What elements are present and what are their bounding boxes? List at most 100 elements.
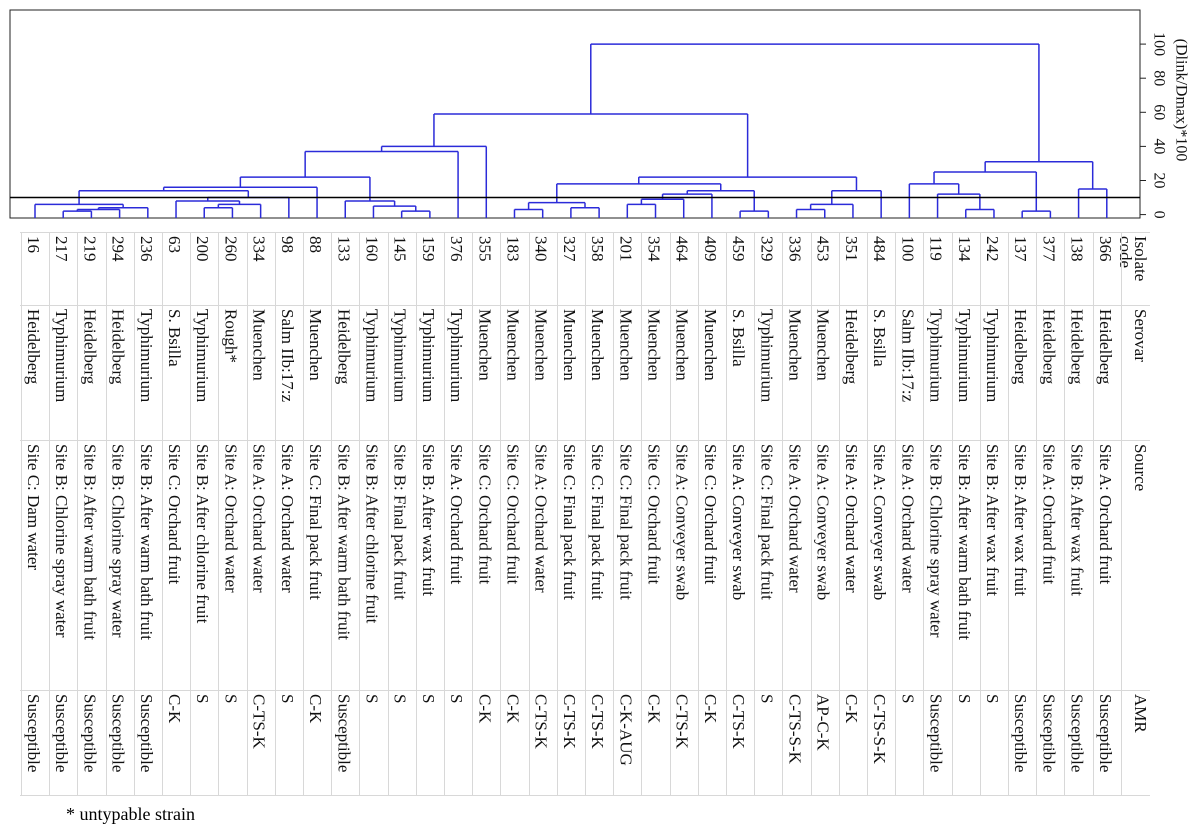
row-border xyxy=(20,795,1150,796)
table-cell: C-TS-S-K xyxy=(870,694,890,764)
y-tick-label: 100 xyxy=(1150,32,1167,56)
table-cell: Site C: Final pack fruit xyxy=(757,444,777,600)
table-cell: Typhimurium xyxy=(418,309,438,403)
table-cell: 100 xyxy=(898,236,918,262)
table-cell: Muenchen xyxy=(503,309,523,381)
table-cell: Heidelberg xyxy=(1011,309,1031,385)
header-cell: AMR xyxy=(1131,694,1150,733)
table-cell: 217 xyxy=(52,236,72,262)
column-border xyxy=(246,232,248,795)
table-cell: Site C: Dam water xyxy=(24,444,43,571)
table-cell: Site A: Orchard water xyxy=(221,444,241,593)
table-cell: S. Bsilla xyxy=(165,309,185,367)
y-axis-label: (Dlink/Dmax)*100 xyxy=(1172,39,1189,162)
table-cell: Muenchen xyxy=(644,309,664,381)
y-tick-label: 80 xyxy=(1150,70,1167,86)
footnote: * untypable strain xyxy=(66,804,195,824)
table-cell: C-K xyxy=(841,694,861,724)
table-cell: Susceptible xyxy=(136,694,156,773)
table-cell: Susceptible xyxy=(24,694,43,773)
table-cell: C-K xyxy=(306,694,326,724)
table-cell: C-TS-K xyxy=(531,694,551,749)
y-tick-label: 0 xyxy=(1150,211,1167,219)
table-cell: 201 xyxy=(616,236,636,262)
table-cell: S xyxy=(418,694,438,704)
table-cell: C-TS-K xyxy=(249,694,269,749)
column-border xyxy=(697,232,699,795)
table-cell: S xyxy=(447,694,467,704)
column-border xyxy=(585,232,586,795)
table-cell: Heidelberg xyxy=(80,309,100,385)
column-border xyxy=(20,232,22,795)
table-cell: C-K xyxy=(165,694,185,724)
table-cell: Site A: Orchard water xyxy=(785,444,805,593)
table-cell: Susceptible xyxy=(1067,694,1087,773)
table-cell: Site B: Final pack fruit xyxy=(390,444,410,600)
column-border xyxy=(1120,232,1122,795)
table-cell: 160 xyxy=(362,236,382,262)
column-border xyxy=(613,232,615,795)
table-cell: Typhimurium xyxy=(362,309,382,403)
table-cell: 464 xyxy=(672,236,692,262)
table-cell: 336 xyxy=(785,236,805,262)
column-border xyxy=(77,232,79,795)
y-tick-label: 40 xyxy=(1150,138,1167,154)
table-cell: 138 xyxy=(1067,236,1087,262)
table-cell: 484 xyxy=(870,236,890,262)
table-cell: C-TS-S-K xyxy=(785,694,805,764)
table-cell: Site B: After warm bath fruit xyxy=(136,444,156,640)
column-border xyxy=(1008,232,1010,795)
table-cell: Heidelberg xyxy=(1095,309,1115,385)
table-cell: 159 xyxy=(418,236,438,262)
table-cell: Heidelberg xyxy=(1039,309,1059,385)
table-cell: S xyxy=(277,694,297,704)
table-cell: Muenchen xyxy=(588,309,608,381)
column-border xyxy=(1064,232,1066,795)
table-cell: C-K xyxy=(700,694,720,724)
table-cell: 16 xyxy=(24,236,43,253)
table-cell: 294 xyxy=(108,236,128,262)
table-cell: Typhimurium xyxy=(757,309,777,403)
table-cell: Heidelberg xyxy=(1067,309,1087,385)
table-cell: Site B: After chlorine fruit xyxy=(362,444,382,624)
column-border xyxy=(895,232,897,795)
table-cell: S xyxy=(982,694,1002,704)
column-border xyxy=(726,232,728,795)
table-cell: Site A: Orchard water xyxy=(277,444,297,593)
table-cell: Typhimurium xyxy=(52,309,72,403)
table-cell: Site B: Chlorine spray water xyxy=(926,444,946,638)
table-cell: 88 xyxy=(306,236,326,253)
table-cell: Heidelberg xyxy=(334,309,354,385)
table-cell: C-K xyxy=(644,694,664,724)
table-cell: Muenchen xyxy=(475,309,495,381)
column-border xyxy=(161,232,163,795)
column-border xyxy=(190,232,192,795)
column-border xyxy=(500,232,502,795)
column-border xyxy=(49,232,51,795)
table-cell: Site A: Conveyer swab xyxy=(729,444,749,601)
plot-frame xyxy=(9,9,1141,219)
table-cell: Muenchen xyxy=(672,309,692,381)
header-cell: Source xyxy=(1131,444,1150,492)
table-cell: Site C: Orchard fruit xyxy=(644,444,664,585)
column-border xyxy=(443,232,445,795)
table-cell: Site B: After chlorine fruit xyxy=(193,444,213,624)
table-cell: Typhimurium xyxy=(954,309,974,403)
column-border xyxy=(923,232,925,795)
table-cell: Site A: Orchard water xyxy=(249,444,269,593)
table-cell: Salm IIb:17:z xyxy=(277,309,297,403)
table-cell: 236 xyxy=(136,236,156,262)
table-cell: 376 xyxy=(447,236,467,262)
table-cell: Site B: Chlorine spray water xyxy=(52,444,72,638)
table-cell: Susceptible xyxy=(1039,694,1059,773)
table-cell: Site B: After wax fruit xyxy=(1011,444,1031,597)
table-cell: Site B: Chlorine spray water xyxy=(108,444,128,638)
table-cell: S xyxy=(898,694,918,704)
table-cell: 459 xyxy=(729,236,749,262)
table-cell: C-K xyxy=(503,694,523,724)
dendrogram: 0 20 40 60 80 100 (Dlink/Dmax)*100 xyxy=(9,9,1189,219)
table-cell: Muenchen xyxy=(813,309,833,381)
table-cell: Susceptible xyxy=(52,694,72,773)
table-cell: S xyxy=(757,694,777,704)
